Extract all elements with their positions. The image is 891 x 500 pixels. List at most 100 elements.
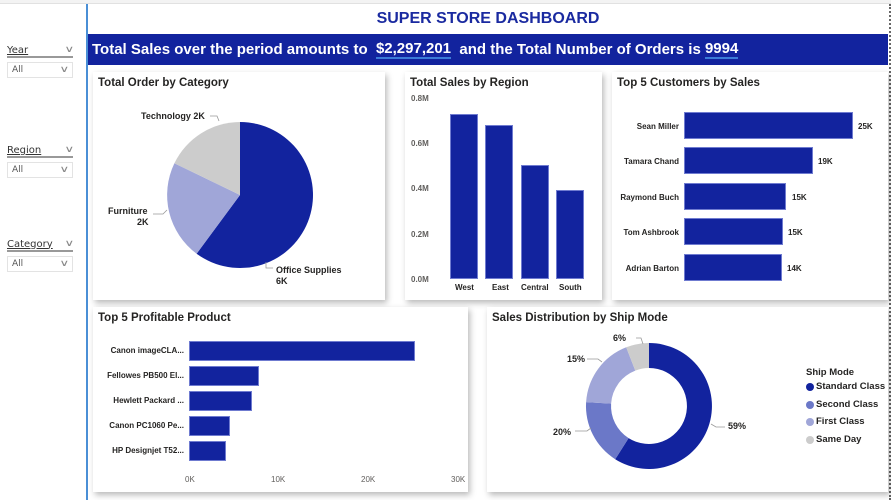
legend-item-first[interactable]: First Class bbox=[806, 416, 865, 427]
customer-label: Adrian Barton bbox=[625, 264, 679, 273]
pie-slice-office-supplies[interactable] bbox=[196, 122, 313, 268]
legend-dot-icon bbox=[806, 417, 814, 426]
legend-dot-icon bbox=[806, 435, 814, 444]
legend-item-second[interactable]: Second Class bbox=[806, 399, 878, 410]
data-label: 14K bbox=[787, 264, 802, 273]
chevron-down-icon[interactable]: ∨ bbox=[59, 259, 70, 269]
legend-dot-icon bbox=[806, 382, 814, 391]
donut-chart-ship-mode[interactable] bbox=[487, 307, 888, 492]
slicer-year-header[interactable]: Year ∨ bbox=[7, 44, 75, 58]
slicer-region-label: Region bbox=[7, 144, 42, 156]
slicer-category[interactable]: Category ∨ All ∨ bbox=[7, 238, 75, 272]
pie-slice-furniture[interactable] bbox=[167, 163, 240, 254]
card-sales-by-region[interactable]: Total Sales by Region 0.8M 0.6M 0.4M 0.2… bbox=[405, 72, 602, 300]
banner-prefix: Total Sales over the period amounts to bbox=[92, 41, 376, 58]
donut-slice-same-day[interactable] bbox=[626, 343, 649, 371]
donut-label-standard: 59% bbox=[728, 421, 747, 431]
product-label: Hewlett Packard ... bbox=[113, 396, 184, 405]
leader-line bbox=[210, 115, 220, 122]
legend-item-standard[interactable]: Standard Class bbox=[806, 381, 885, 392]
legend-label: Same Day bbox=[816, 434, 862, 445]
card-orders-by-category[interactable]: Total Order by Category Technology 2K Fu… bbox=[93, 72, 385, 300]
pie-slice-technology[interactable] bbox=[174, 122, 240, 195]
chart-title: Top 5 Customers by Sales bbox=[617, 77, 760, 89]
chevron-down-icon[interactable]: ∨ bbox=[59, 65, 70, 75]
x-tick-south: South bbox=[559, 283, 582, 292]
legend-label: First Class bbox=[816, 416, 865, 427]
slicer-region-value: All bbox=[12, 165, 24, 175]
bar-customer[interactable] bbox=[684, 112, 853, 139]
donut-label-same-day: 6% bbox=[613, 333, 627, 343]
bar-product[interactable] bbox=[189, 366, 259, 386]
card-top-customers[interactable]: Top 5 Customers by Sales Sean Miller Tam… bbox=[612, 72, 888, 300]
x-tick: 20K bbox=[361, 475, 376, 484]
slicer-region-header[interactable]: Region ∨ bbox=[7, 144, 75, 158]
bar-east[interactable] bbox=[485, 125, 513, 279]
bar-central[interactable] bbox=[521, 165, 549, 279]
slicer-category-header[interactable]: Category ∨ bbox=[7, 238, 75, 252]
bar-customer[interactable] bbox=[684, 254, 782, 281]
slicer-year[interactable]: Year ∨ All ∨ bbox=[7, 44, 75, 78]
y-tick: 0.4M bbox=[411, 184, 429, 193]
bar-west[interactable] bbox=[450, 114, 478, 279]
data-label: 19K bbox=[818, 157, 833, 166]
leader-line bbox=[575, 427, 592, 432]
slicer-year-dropdown[interactable]: All ∨ bbox=[7, 62, 73, 78]
chevron-down-icon[interactable]: ∨ bbox=[64, 45, 75, 55]
product-label: Canon PC1060 Pe... bbox=[109, 421, 184, 430]
legend-title: Ship Mode bbox=[806, 367, 855, 378]
bar-product[interactable] bbox=[189, 391, 252, 411]
legend-dot-icon bbox=[806, 400, 814, 409]
bar-south[interactable] bbox=[556, 190, 584, 279]
pie-label-office-value: 6K bbox=[276, 276, 288, 286]
data-label: 15K bbox=[788, 228, 803, 237]
leader-line bbox=[265, 262, 273, 269]
x-tick-west: West bbox=[455, 283, 474, 292]
data-label: 15K bbox=[792, 193, 807, 202]
bar-customer[interactable] bbox=[684, 183, 786, 210]
top-tab-strip bbox=[0, 0, 891, 4]
data-label: 25K bbox=[858, 122, 873, 131]
canvas-right-edge bbox=[888, 4, 891, 500]
leader-line bbox=[710, 423, 725, 428]
chevron-down-icon[interactable]: ∨ bbox=[64, 145, 75, 155]
donut-slice-standard[interactable] bbox=[615, 343, 712, 469]
x-tick: 10K bbox=[271, 475, 286, 484]
slicer-region-dropdown[interactable]: All ∨ bbox=[7, 162, 73, 178]
x-tick: 30K bbox=[451, 475, 466, 484]
pie-chart-category[interactable] bbox=[93, 72, 385, 300]
leader-line bbox=[587, 358, 603, 363]
chevron-down-icon[interactable]: ∨ bbox=[64, 239, 75, 249]
bar-customer[interactable] bbox=[684, 147, 813, 174]
slicer-category-dropdown[interactable]: All ∨ bbox=[7, 256, 73, 272]
product-label: HP Designjet T52... bbox=[112, 446, 184, 455]
leader-line bbox=[636, 337, 644, 345]
x-tick-central: Central bbox=[521, 283, 549, 292]
chart-title: Total Sales by Region bbox=[410, 77, 529, 89]
slicer-region[interactable]: Region ∨ All ∨ bbox=[7, 144, 75, 178]
canvas-left-border bbox=[86, 4, 88, 500]
slicer-category-value: All bbox=[12, 259, 24, 269]
donut-slice-first[interactable] bbox=[586, 347, 636, 404]
chevron-down-icon[interactable]: ∨ bbox=[59, 165, 70, 175]
bar-product[interactable] bbox=[189, 416, 230, 436]
banner-middle: and the Total Number of Orders is bbox=[451, 41, 705, 58]
bar-customer[interactable] bbox=[684, 218, 783, 245]
bar-product[interactable] bbox=[189, 441, 226, 461]
slicer-category-label: Category bbox=[7, 238, 53, 250]
y-tick: 0.2M bbox=[411, 230, 429, 239]
y-tick: 0.0M bbox=[411, 275, 429, 284]
card-ship-mode[interactable]: Sales Distribution by Ship Mode 6% 15% 2… bbox=[487, 307, 888, 492]
summary-banner: Total Sales over the period amounts to $… bbox=[88, 34, 888, 65]
leader-line bbox=[153, 209, 168, 215]
legend-item-same-day[interactable]: Same Day bbox=[806, 434, 861, 445]
donut-slice-second[interactable] bbox=[585, 402, 629, 460]
slicer-year-label: Year bbox=[7, 44, 29, 56]
customer-label: Raymond Buch bbox=[620, 193, 679, 202]
bar-product[interactable] bbox=[189, 341, 415, 361]
card-top-products[interactable]: Top 5 Profitable Product Canon imageCLA.… bbox=[93, 307, 468, 492]
y-tick: 0.8M bbox=[411, 94, 429, 103]
chart-title: Top 5 Profitable Product bbox=[98, 312, 231, 324]
legend-label: Second Class bbox=[816, 399, 879, 410]
pie-label-office-name: Office Supplies bbox=[276, 265, 342, 275]
